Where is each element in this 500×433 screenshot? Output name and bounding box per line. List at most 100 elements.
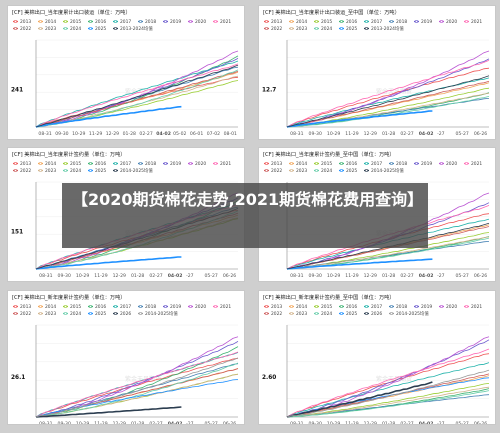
x-tick-label: 04-02 — [419, 131, 434, 137]
legend-label: 2022 — [20, 26, 31, 32]
legend-label: 2024 — [70, 26, 81, 32]
series-line — [35, 70, 239, 128]
legend-label: 2016 — [346, 19, 357, 25]
legend-marker — [63, 168, 67, 172]
x-tick-label: 09-30 — [55, 131, 68, 137]
series-line — [286, 236, 490, 270]
current-value-label: 12.7 — [262, 88, 276, 94]
series-line — [35, 105, 182, 128]
legend-label: 2014 — [296, 161, 307, 167]
legend-label: 2020 — [446, 161, 457, 167]
legend-marker — [415, 20, 419, 24]
legend-marker — [390, 20, 394, 24]
legend-marker — [38, 305, 42, 309]
x-tick-label: 01-28 — [382, 273, 395, 279]
legend-marker — [314, 20, 318, 24]
legend-label: 2016 — [346, 161, 357, 167]
legend-marker — [314, 305, 318, 309]
legend-marker — [440, 305, 444, 309]
legend-marker — [340, 162, 344, 166]
legend-label: 2021 — [471, 19, 482, 25]
x-tick-label: 12-29 — [113, 273, 126, 279]
legend-marker — [289, 168, 293, 172]
x-tick-label: 08-31 — [290, 421, 303, 425]
legend-marker — [465, 305, 469, 309]
legend-marker — [114, 305, 118, 309]
legend-marker — [164, 20, 168, 24]
legend-label: 2014-2025均值 — [396, 310, 429, 317]
series-line — [35, 362, 239, 418]
legend-marker — [340, 305, 344, 309]
x-tick-label: 06-01 — [190, 131, 203, 137]
x-tick-label: 12-29 — [106, 131, 119, 137]
legend-label: 2021 — [220, 19, 231, 25]
legend-marker — [365, 168, 369, 172]
series-line — [35, 406, 182, 418]
series-line — [35, 341, 239, 418]
legend-marker — [89, 305, 93, 309]
legend-label: 2018 — [396, 304, 407, 310]
legend-marker — [38, 26, 42, 30]
x-tick-label: 02-27 — [139, 131, 152, 137]
legend-marker — [89, 162, 93, 166]
legend-marker — [265, 168, 269, 172]
legend-label: 2024 — [70, 311, 81, 317]
x-tick-label: 05-27 — [204, 421, 217, 425]
series-line — [286, 386, 490, 418]
chart-svg-4: [CF] 美棉出口_当年度累计签约量_至中国（单位：万吨） 2013 2014 201… — [263, 150, 490, 279]
series-line — [286, 67, 490, 128]
legend-label: 2013 — [20, 19, 31, 25]
headline-overlay: 【2020期货棉花走势,2021期货棉花费用查询】 — [62, 183, 428, 248]
x-tick-label: 09-30 — [58, 273, 71, 279]
legend-marker — [465, 20, 469, 24]
series-line — [35, 351, 239, 418]
chart-panel-2: [CF] 美棉出口_当年度累计出口装运_至中国（单位：万吨） 2013 2014 20… — [258, 5, 496, 140]
series-line — [286, 383, 490, 418]
x-tick-label: 06-26 — [474, 131, 487, 137]
legend-marker — [38, 168, 42, 172]
x-tick-label: 11-29 — [345, 273, 358, 279]
x-tick-label: 02-27 — [149, 273, 162, 279]
legend-marker — [63, 162, 67, 166]
legend-label: 2023 — [45, 26, 56, 32]
legend-marker — [89, 20, 93, 24]
legend-marker — [89, 168, 93, 172]
x-tick-label: 04-02 — [156, 131, 171, 137]
legend-label: 2019 — [170, 304, 181, 310]
chart-svg-2: [CF] 美棉出口_当年度累计出口装运_至中国（单位：万吨）2013 2014 20… — [262, 8, 490, 137]
current-value-label: 241 — [11, 88, 23, 94]
legend-label: 2014-2025均值 — [145, 310, 178, 317]
legend-label: 2014 — [45, 19, 56, 25]
chart-svg-5: [CF] 美棉出口_新年度累计签约量（单位：万吨） 2013 2014 2015 201… — [11, 293, 239, 425]
x-tick-label: 04-02 — [168, 421, 183, 425]
legend-label: 2018 — [145, 161, 156, 167]
legend-marker — [14, 26, 18, 30]
series-line — [35, 64, 239, 128]
legend-marker — [14, 162, 18, 166]
legend-label: 2014 — [45, 304, 56, 310]
legend-marker — [340, 168, 344, 172]
legend-label: 2016 — [95, 161, 106, 167]
legend-marker — [89, 311, 93, 315]
series-line — [286, 80, 490, 128]
x-tick-label: 06-26 — [474, 421, 487, 425]
legend-marker — [164, 162, 168, 166]
x-tick-label: 08-01 — [224, 131, 237, 137]
x-tick-label: 10-29 — [327, 131, 340, 137]
legend-marker — [189, 305, 193, 309]
legend-label: 2015 — [321, 19, 332, 25]
series-line — [35, 256, 182, 270]
legend-label: 2015 — [70, 161, 81, 167]
series-line — [286, 60, 490, 128]
legend-marker — [63, 305, 67, 309]
series-line — [286, 362, 490, 418]
legend-label: 2015 — [70, 19, 81, 25]
legend-label: 2018 — [145, 19, 156, 25]
legend-marker — [189, 162, 193, 166]
chart-title: [CF] 美棉出口_当年度累计出口装运（单位：万吨） — [12, 8, 131, 16]
legend-label: 2014-2025均值 — [371, 167, 404, 174]
x-tick-label: 09-30 — [309, 421, 322, 425]
x-tick-label: 04-02 — [168, 273, 183, 279]
legend-label: 2020 — [446, 19, 457, 25]
legend-label: 2024 — [321, 311, 332, 317]
